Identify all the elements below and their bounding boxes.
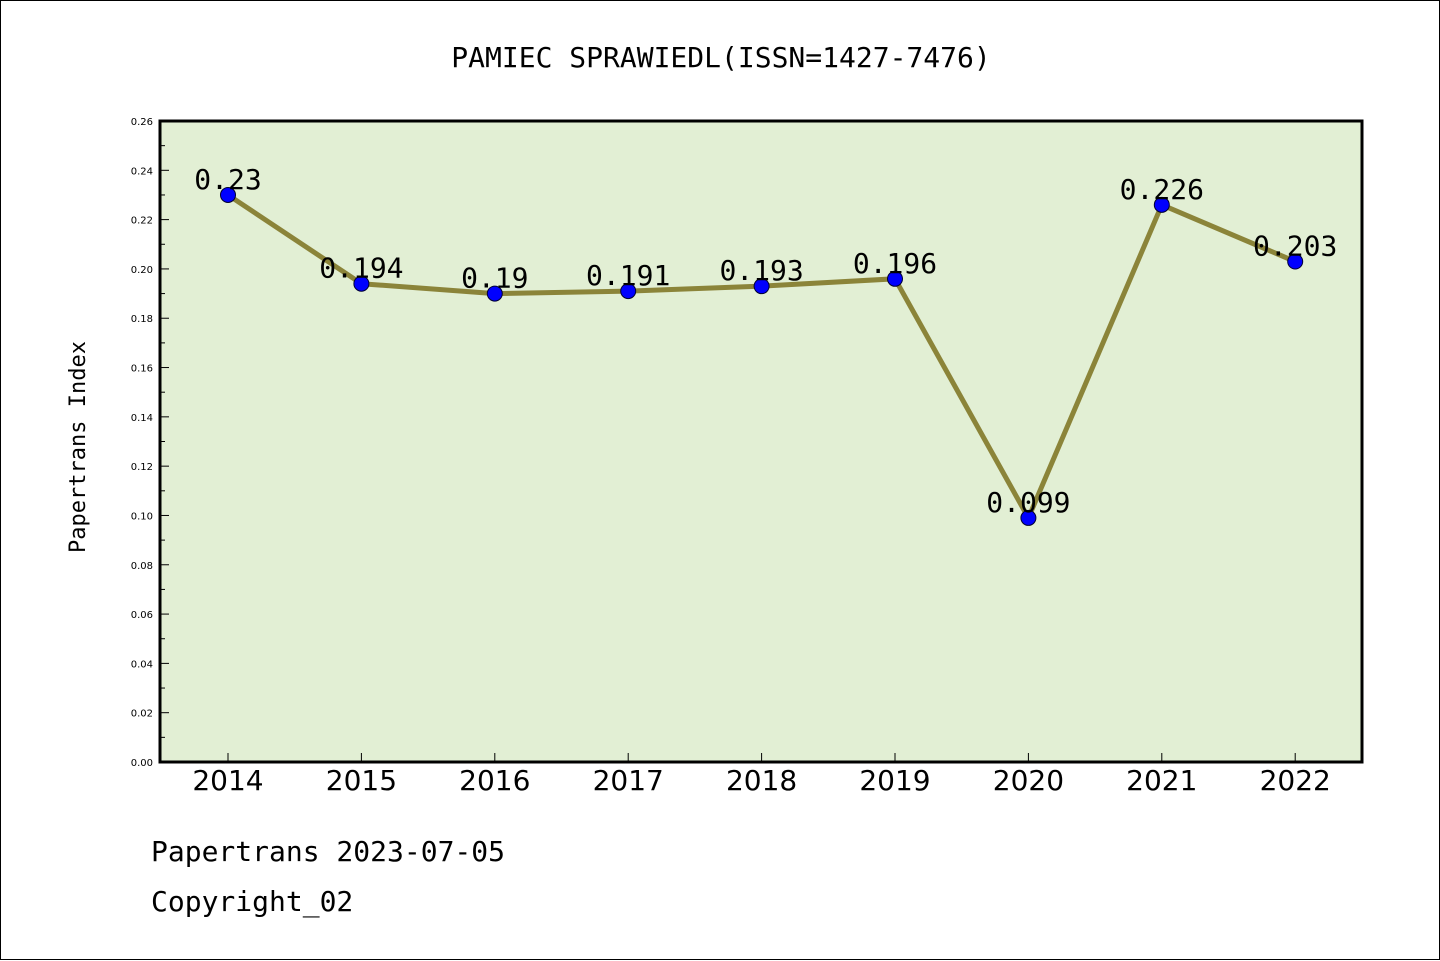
data-label: 0.19 — [461, 262, 528, 295]
y-tick-label: 0.26 — [131, 117, 153, 128]
data-label: 0.196 — [853, 247, 937, 280]
y-tick-label: 0.10 — [131, 511, 153, 522]
x-tick-label: 2016 — [459, 764, 530, 797]
y-tick-label: 0.20 — [131, 265, 153, 276]
footer-copyright: Copyright_02 — [151, 885, 354, 918]
plot-area — [158, 119, 1364, 764]
data-label: 0.203 — [1253, 230, 1337, 263]
x-tick-label: 2015 — [326, 764, 397, 797]
data-labels: 0.23 0.194 0.19 0.191 0.193 0.196 0.099 0.226 0.… — [194, 163, 1337, 519]
y-tick-label: 0.06 — [131, 610, 153, 621]
x-axis-ticks: 2014 2015 2016 2017 2018 2019 2020 2021 2022 — [192, 753, 1331, 797]
x-tick-label: 2018 — [726, 764, 797, 797]
x-tick-label: 2019 — [859, 764, 930, 797]
x-tick-label: 2021 — [1126, 764, 1197, 797]
chart-title: PAMIEC SPRAWIEDL(ISSN=1427-7476) — [451, 41, 990, 74]
series-markers — [220, 186, 1304, 526]
y-tick-label: 0.02 — [131, 709, 153, 720]
data-label: 0.099 — [986, 486, 1070, 519]
data-point — [753, 278, 770, 295]
data-label: 0.23 — [194, 163, 261, 196]
x-tick-label: 2022 — [1260, 764, 1331, 797]
y-axis-label: Papertrans Index — [66, 341, 91, 553]
x-tick-label: 2014 — [192, 764, 263, 797]
data-point — [1153, 196, 1170, 213]
data-point — [620, 283, 637, 300]
data-label: 0.194 — [319, 252, 403, 285]
x-tick-label: 2020 — [993, 764, 1064, 797]
y-tick-label: 0.00 — [131, 758, 153, 769]
y-axis-ticks: 0.00 0.02 0.04 0.06 0.08 0.10 0.12 0.14 0.16 0.18… — [131, 117, 169, 769]
y-tick-label: 0.16 — [131, 364, 153, 375]
data-point — [353, 275, 370, 292]
footer-date: Papertrans 2023-07-05 — [151, 835, 506, 868]
y-tick-label: 0.18 — [131, 314, 153, 325]
y-tick-label: 0.08 — [131, 561, 153, 572]
x-tick-label: 2017 — [593, 764, 664, 797]
data-point — [1287, 253, 1304, 270]
data-label: 0.193 — [719, 254, 803, 287]
data-point — [1020, 509, 1037, 526]
data-point — [887, 270, 903, 287]
y-tick-label: 0.22 — [131, 216, 153, 227]
y-tick-label: 0.14 — [131, 413, 153, 424]
y-tick-label: 0.24 — [131, 166, 153, 177]
y-tick-label: 0.12 — [131, 462, 153, 473]
data-label: 0.191 — [586, 259, 670, 292]
data-label: 0.226 — [1120, 173, 1204, 206]
data-point — [220, 186, 236, 203]
y-tick-label: 0.04 — [131, 659, 153, 670]
data-point — [486, 285, 503, 302]
